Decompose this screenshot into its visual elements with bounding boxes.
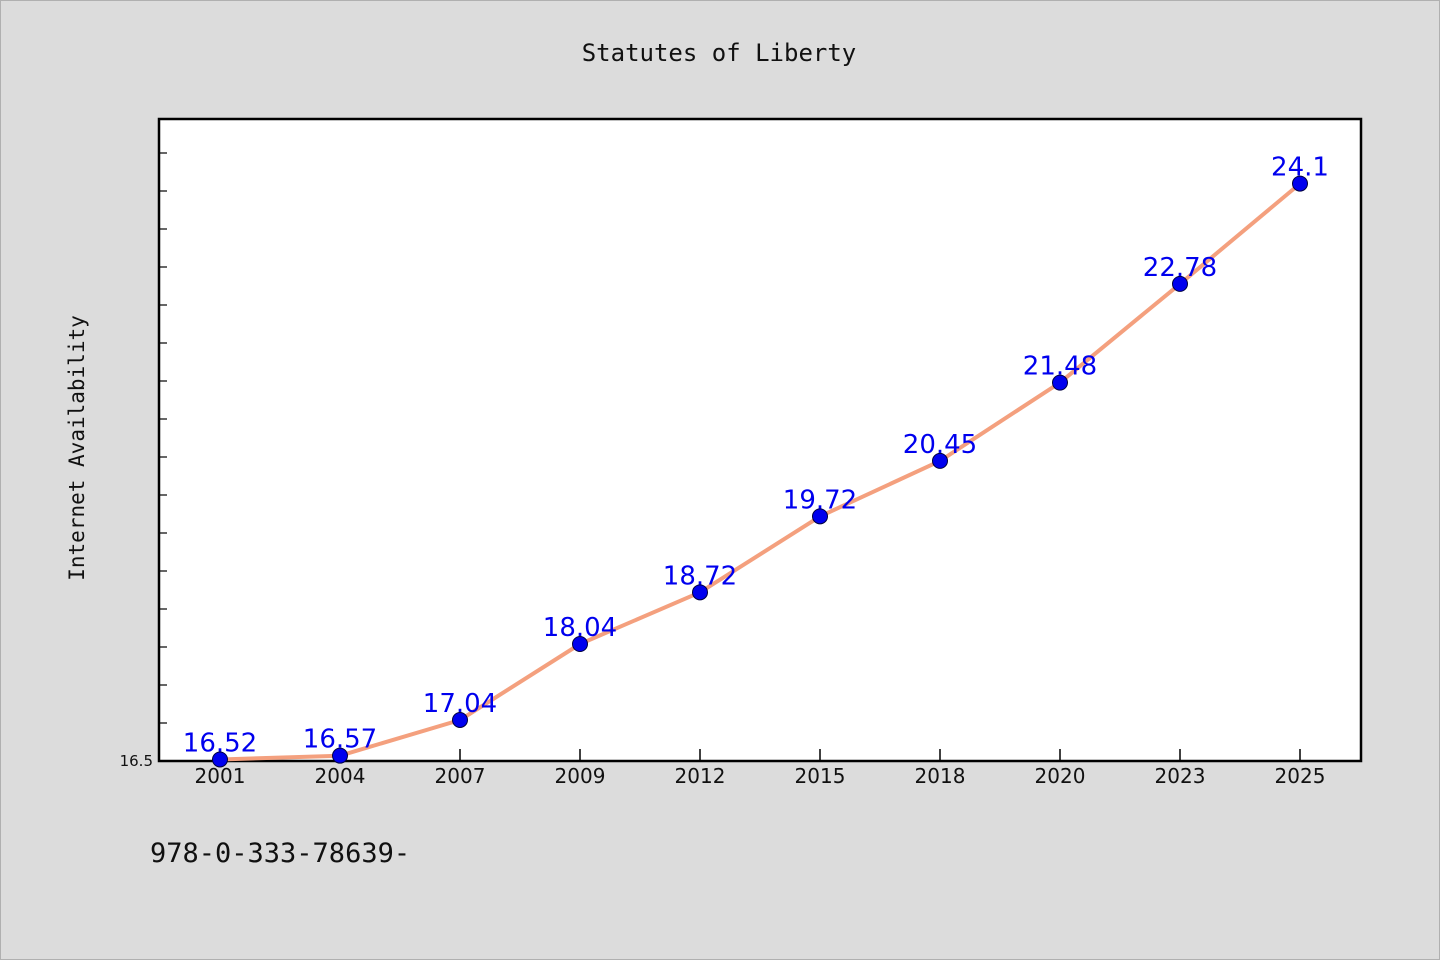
x-tick-label: 2018 [915,764,966,788]
y-axis-tick-labels: 16.5 [120,752,153,770]
data-label: 16.52 [183,728,257,758]
data-label: 22.78 [1143,253,1217,283]
data-point [1172,275,1188,292]
data-label: 24.1 [1271,153,1329,183]
data-point [452,711,468,728]
footer-code: 978-0-333-78639- [150,838,410,869]
x-tick-label: 2023 [1155,764,1206,788]
y-tick-label: 16.5 [120,752,153,770]
data-label: 21.48 [1023,352,1097,382]
x-tick-label: 2007 [435,764,486,788]
data-point [212,751,228,768]
x-tick-label: 2020 [1035,764,1086,788]
chart-title: Statutes of Liberty [582,39,857,67]
x-tick-label: 2015 [795,764,846,788]
series-markers [212,175,1308,768]
data-point [692,584,708,601]
x-tick-label: 2004 [315,764,366,788]
data-label: 17.04 [423,689,497,719]
x-tick-label: 2001 [195,764,246,788]
x-axis-tick-labels: 2001 2004 2007 2009 2012 2015 2018 2020 2023 2025 [195,764,1326,788]
data-point [1052,374,1068,391]
y-axis-label: Internet Availability [65,315,89,581]
data-point [1292,175,1308,192]
data-label: 20.45 [903,430,977,460]
data-labels: 16.52 16.57 17.04 18.04 18.72 19.72 20.45 21.48… [183,153,1329,759]
data-point [332,747,348,764]
data-label: 19.72 [783,485,857,515]
data-label: 18.72 [663,561,737,591]
x-tick-label: 2009 [555,764,606,788]
data-point [812,508,828,525]
data-point [932,452,948,469]
plot-area [157,117,1363,763]
data-label: 18.04 [543,613,617,643]
x-tick-label: 2025 [1275,764,1326,788]
data-label: 16.57 [303,725,377,755]
y-axis-ticks [159,152,167,762]
x-tick-label: 2012 [675,764,726,788]
series-line [218,181,1302,762]
data-point [572,635,588,652]
